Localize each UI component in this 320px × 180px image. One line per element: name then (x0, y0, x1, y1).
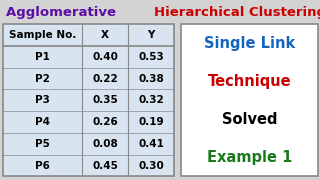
Text: Technique: Technique (208, 74, 292, 89)
Text: Solved: Solved (222, 112, 277, 127)
Text: 0.35: 0.35 (92, 95, 118, 105)
Text: P3: P3 (35, 95, 50, 105)
Text: P6: P6 (35, 161, 50, 170)
Text: Y: Y (148, 30, 155, 40)
Text: 0.41: 0.41 (138, 139, 164, 149)
Text: Hierarchical Clustering: Hierarchical Clustering (154, 6, 320, 19)
Text: P5: P5 (35, 139, 50, 149)
Text: P1: P1 (35, 52, 50, 62)
Text: 0.26: 0.26 (92, 117, 118, 127)
Text: 0.32: 0.32 (139, 95, 164, 105)
Text: 0.19: 0.19 (139, 117, 164, 127)
Text: 0.45: 0.45 (92, 161, 118, 170)
Text: Sample No.: Sample No. (9, 30, 76, 40)
Text: 0.30: 0.30 (139, 161, 164, 170)
Text: 0.40: 0.40 (92, 52, 118, 62)
Text: 0.08: 0.08 (92, 139, 118, 149)
Text: P4: P4 (35, 117, 50, 127)
Text: Agglomerative: Agglomerative (6, 6, 121, 19)
Text: 0.53: 0.53 (139, 52, 164, 62)
Text: P2: P2 (35, 74, 50, 84)
Text: X: X (101, 30, 109, 40)
Text: 0.22: 0.22 (92, 74, 118, 84)
Text: 0.38: 0.38 (139, 74, 164, 84)
Text: Single Link: Single Link (204, 36, 295, 51)
Text: Example 1: Example 1 (207, 150, 292, 165)
